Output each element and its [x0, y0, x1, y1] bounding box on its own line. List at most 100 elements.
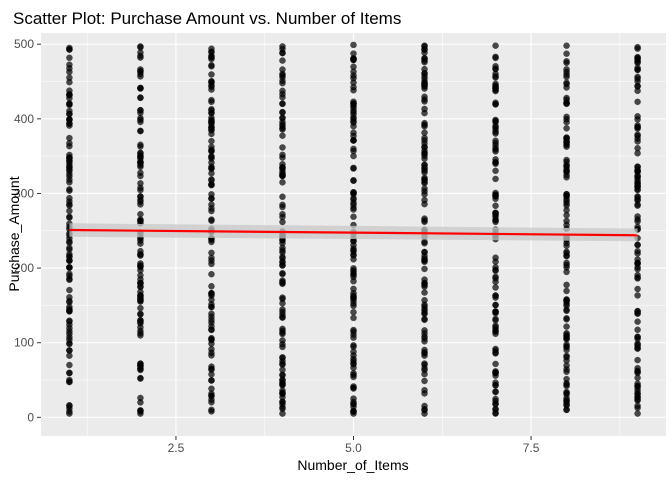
data-point: [279, 49, 286, 57]
data-point: [563, 94, 570, 102]
data-point: [279, 114, 286, 122]
data-point: [208, 53, 215, 61]
data-point: [492, 195, 499, 203]
data-point: [563, 287, 570, 295]
y-axis-title: Purchase_Amount: [6, 176, 22, 291]
data-point: [208, 282, 215, 290]
data-point: [634, 318, 641, 326]
data-point: [563, 42, 570, 50]
data-point: [563, 335, 570, 342]
data-point: [208, 390, 215, 398]
data-point: [350, 63, 357, 71]
data-point: [492, 301, 499, 309]
data-point: [137, 66, 144, 73]
data-point: [208, 254, 215, 262]
data-point: [66, 94, 73, 102]
data-point: [421, 350, 428, 357]
data-point: [208, 176, 215, 183]
data-point: [137, 251, 144, 258]
data-point: [421, 58, 428, 66]
data-point: [279, 340, 286, 348]
data-point: [492, 65, 499, 73]
y-tick-label: 400: [14, 112, 34, 126]
data-point: [66, 405, 73, 412]
data-point: [492, 397, 499, 405]
data-point: [350, 314, 357, 322]
data-point: [492, 42, 499, 50]
data-point: [634, 122, 641, 129]
data-point: [492, 130, 499, 137]
data-point: [279, 398, 286, 406]
data-point: [492, 175, 499, 183]
x-tick-label: 2.5: [168, 441, 185, 455]
data-point: [350, 308, 357, 316]
data-point: [208, 159, 215, 166]
data-point: [634, 59, 641, 67]
data-point: [279, 311, 286, 318]
data-point: [492, 99, 499, 107]
data-point: [421, 239, 428, 247]
data-point: [66, 68, 73, 76]
data-point: [563, 217, 570, 225]
data-point: [421, 327, 428, 334]
data-point: [421, 196, 428, 204]
data-point: [492, 148, 499, 155]
data-point: [208, 126, 215, 134]
data-point: [208, 260, 215, 268]
data-point: [421, 265, 428, 273]
data-point: [350, 74, 357, 82]
data-point: [279, 66, 286, 73]
data-point: [279, 57, 286, 64]
data-point: [137, 394, 144, 402]
data-point: [66, 340, 73, 348]
data-point: [137, 276, 144, 283]
data-point: [137, 240, 144, 247]
data-point: [137, 210, 144, 218]
x-tick-label: 7.5: [523, 441, 540, 455]
data-point: [350, 136, 357, 144]
y-tick-label: 300: [14, 186, 34, 200]
data-point: [492, 142, 499, 149]
data-point: [208, 153, 215, 161]
data-point: [563, 195, 570, 203]
data-point: [279, 71, 286, 79]
data-point: [634, 285, 641, 293]
data-point: [137, 94, 144, 102]
data-point: [350, 86, 357, 94]
data-point: [350, 334, 357, 341]
data-point: [208, 86, 215, 93]
data-point: [350, 100, 357, 108]
data-point: [634, 265, 641, 273]
data-point: [66, 213, 73, 221]
data-point: [492, 212, 499, 220]
data-point: [66, 201, 73, 208]
data-point: [279, 132, 286, 140]
data-point: [208, 201, 215, 208]
data-point: [208, 146, 215, 154]
data-point: [634, 75, 641, 82]
data-point: [421, 390, 428, 397]
data-point: [137, 311, 144, 318]
data-point: [279, 122, 286, 130]
data-point: [634, 397, 641, 404]
data-point: [279, 210, 286, 218]
tick-labels: 2.5 5.0 7.5 0 100 200 300 400 500: [14, 37, 540, 455]
data-point: [492, 116, 499, 124]
data-point: [350, 110, 357, 118]
data-point: [208, 105, 215, 113]
data-point: [563, 366, 570, 373]
data-point: [66, 352, 73, 360]
chart-title: Scatter Plot: Purchase Amount vs. Number…: [13, 9, 401, 28]
data-point: [208, 98, 215, 106]
data-point: [66, 306, 73, 314]
data-point: [492, 292, 499, 300]
data-point: [279, 376, 286, 384]
data-point: [563, 268, 570, 276]
data-point: [563, 242, 570, 250]
data-point: [279, 269, 286, 277]
data-point: [421, 255, 428, 262]
data-point: [137, 295, 144, 303]
data-point: [492, 405, 499, 413]
data-point: [66, 321, 73, 329]
